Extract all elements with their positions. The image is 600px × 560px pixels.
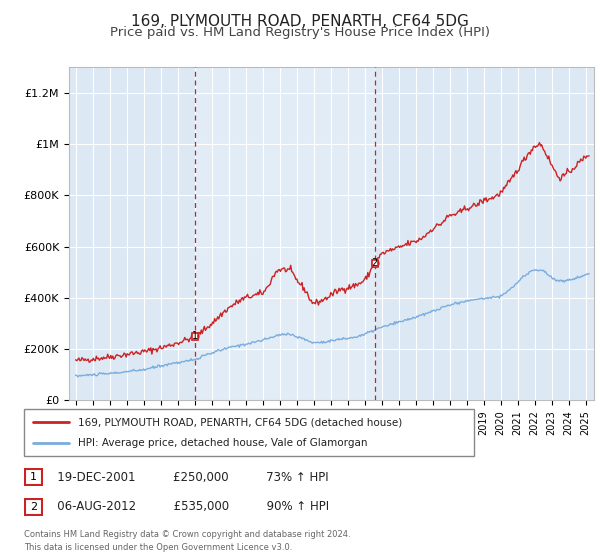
Text: 1: 1: [30, 472, 37, 482]
Text: This data is licensed under the Open Government Licence v3.0.: This data is licensed under the Open Gov…: [24, 543, 292, 552]
Text: 2: 2: [372, 258, 378, 268]
Text: Contains HM Land Registry data © Crown copyright and database right 2024.: Contains HM Land Registry data © Crown c…: [24, 530, 350, 539]
Text: 169, PLYMOUTH ROAD, PENARTH, CF64 5DG: 169, PLYMOUTH ROAD, PENARTH, CF64 5DG: [131, 14, 469, 29]
Text: 06-AUG-2012          £535,000          90% ↑ HPI: 06-AUG-2012 £535,000 90% ↑ HPI: [46, 500, 329, 514]
Bar: [372, 260, 378, 267]
Text: 1: 1: [191, 332, 198, 342]
Bar: [192, 333, 198, 340]
Text: 2: 2: [30, 502, 37, 512]
Bar: [195, 67, 375, 400]
Text: Price paid vs. HM Land Registry's House Price Index (HPI): Price paid vs. HM Land Registry's House …: [110, 26, 490, 39]
Text: HPI: Average price, detached house, Vale of Glamorgan: HPI: Average price, detached house, Vale…: [78, 438, 367, 448]
Text: 169, PLYMOUTH ROAD, PENARTH, CF64 5DG (detached house): 169, PLYMOUTH ROAD, PENARTH, CF64 5DG (d…: [78, 417, 402, 427]
Text: 19-DEC-2001          £250,000          73% ↑ HPI: 19-DEC-2001 £250,000 73% ↑ HPI: [46, 470, 329, 484]
